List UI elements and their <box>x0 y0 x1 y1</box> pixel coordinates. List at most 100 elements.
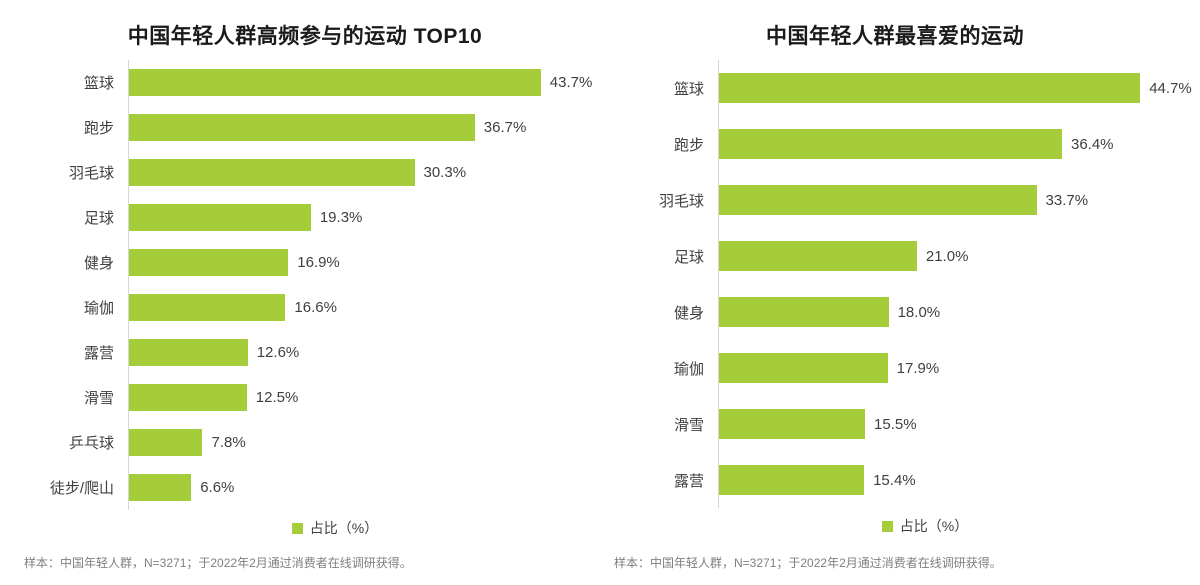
bar-track: 33.7% <box>718 172 1176 228</box>
bar-track: 6.6% <box>128 465 586 510</box>
bar-row: 徒步/爬山 6.6% <box>24 465 586 510</box>
category-label: 滑雪 <box>673 416 704 434</box>
bar-row: 露营 15.4% <box>614 452 1176 508</box>
category-label: 篮球 <box>673 80 704 98</box>
bar-row: 跑步 36.4% <box>614 116 1176 172</box>
bar-track: 17.9% <box>718 340 1176 396</box>
value-label: 15.4% <box>873 471 916 489</box>
value-label: 33.7% <box>1045 191 1089 209</box>
bar <box>719 297 889 327</box>
value-label: 6.6% <box>200 479 235 496</box>
bar <box>129 204 311 231</box>
bar <box>129 339 248 366</box>
value-label: 16.9% <box>297 254 340 271</box>
bar-row: 乒乓球 7.8% <box>24 420 586 465</box>
chart-title: 中国年轻人群高频参与的运动 TOP10 <box>127 25 483 48</box>
bar-row: 跑步 36.7% <box>24 105 586 150</box>
category-label: 足球 <box>673 248 704 266</box>
bar <box>129 114 475 141</box>
legend-swatch-icon <box>881 520 893 532</box>
category-label: 滑雪 <box>83 390 114 407</box>
category-label: 跑步 <box>83 120 114 137</box>
value-label: 12.5% <box>255 389 299 406</box>
bar-row: 滑雪 15.5% <box>614 396 1176 452</box>
sample-footnote: 样本：中国年轻人群，N=3271；于2022年2月通过消费者在线调研获得。 <box>614 556 1002 570</box>
chart-legend: 占比（%） <box>84 518 586 538</box>
bar-row: 篮球 43.7% <box>24 60 592 105</box>
bar <box>129 429 203 456</box>
value-label: 16.6% <box>294 299 337 316</box>
bar-track: 12.6% <box>128 330 586 375</box>
bar-track: 36.4% <box>718 116 1176 172</box>
bar-track: 43.7% <box>128 60 592 105</box>
bar-track: 7.8% <box>128 420 586 465</box>
value-label: 44.7% <box>1149 79 1192 97</box>
value-label: 7.8% <box>211 434 246 451</box>
bar-track: 12.5% <box>128 375 586 420</box>
category-label: 露营 <box>83 345 114 362</box>
bar <box>129 69 541 96</box>
bar <box>719 409 866 439</box>
category-label: 徒步/爬山 <box>49 480 114 497</box>
bar-track: 30.3% <box>128 150 586 195</box>
chart-title: 中国年轻人群最喜爱的运动 <box>766 25 1024 48</box>
bar <box>129 384 247 411</box>
chart-favorite-sports: 中国年轻人群最喜爱的运动 篮球 44.7% 跑步 36.4% 羽毛球 33.7% 足球 21.… <box>600 10 1192 577</box>
bar-track: 16.6% <box>128 285 586 330</box>
bar <box>129 294 286 321</box>
bar-track: 16.9% <box>128 240 586 285</box>
legend-swatch-icon <box>291 522 303 534</box>
bar <box>719 185 1037 215</box>
legend-label: 占比（%） <box>309 520 379 536</box>
bar-track: 15.4% <box>718 452 1176 508</box>
value-label: 30.3% <box>423 164 467 181</box>
bar-rows: 篮球 43.7% 跑步 36.7% 羽毛球 30.3% 足球 19.3% 健身 16.9% 瑜伽 16… <box>24 60 592 510</box>
bar-row: 露营 12.6% <box>24 330 586 375</box>
value-label: 18.0% <box>897 303 941 321</box>
bar-track: 36.7% <box>128 105 586 150</box>
category-label: 篮球 <box>83 75 114 92</box>
legend-label: 占比（%） <box>899 518 969 534</box>
bar-row: 篮球 44.7% <box>614 60 1192 116</box>
category-label: 健身 <box>83 255 114 272</box>
bar <box>129 474 192 501</box>
bar-track: 44.7% <box>718 60 1192 116</box>
bar <box>719 73 1141 103</box>
category-label: 露营 <box>673 472 704 490</box>
bar-row: 瑜伽 16.6% <box>24 285 586 330</box>
bar-rows: 篮球 44.7% 跑步 36.4% 羽毛球 33.7% 足球 21.0% 健身 18.0% 瑜伽 17… <box>614 60 1192 508</box>
chart-frequent-sports: 中国年轻人群高频参与的运动 TOP10 篮球 43.7% 跑步 36.7% 羽毛球 30.… <box>10 10 600 577</box>
category-label: 羽毛球 <box>658 192 704 210</box>
bar <box>719 129 1062 159</box>
category-label: 健身 <box>673 304 704 322</box>
value-label: 43.7% <box>549 74 593 91</box>
value-label: 15.5% <box>874 415 917 433</box>
bar <box>719 241 917 271</box>
category-label: 足球 <box>83 210 114 227</box>
bar-row: 滑雪 12.5% <box>24 375 586 420</box>
value-label: 19.3% <box>319 209 363 226</box>
bar <box>129 249 289 276</box>
value-label: 36.7% <box>483 119 527 136</box>
bar-track: 21.0% <box>718 228 1176 284</box>
value-label: 12.6% <box>256 344 300 361</box>
category-label: 瑜伽 <box>673 360 704 378</box>
value-label: 21.0% <box>925 247 969 265</box>
bar-track: 15.5% <box>718 396 1176 452</box>
bar-row: 羽毛球 33.7% <box>614 172 1176 228</box>
category-label: 跑步 <box>673 136 704 154</box>
bar-row: 瑜伽 17.9% <box>614 340 1176 396</box>
bar-row: 健身 18.0% <box>614 284 1176 340</box>
value-label: 36.4% <box>1070 135 1114 153</box>
bar-row: 羽毛球 30.3% <box>24 150 586 195</box>
bar-track: 19.3% <box>128 195 586 240</box>
bar-row: 足球 19.3% <box>24 195 586 240</box>
chart-legend: 占比（%） <box>674 516 1176 536</box>
category-label: 乒乓球 <box>68 435 114 452</box>
bar <box>719 353 888 383</box>
category-label: 羽毛球 <box>68 165 114 182</box>
value-label: 17.9% <box>896 359 940 377</box>
bar <box>129 159 415 186</box>
bar-row: 健身 16.9% <box>24 240 586 285</box>
